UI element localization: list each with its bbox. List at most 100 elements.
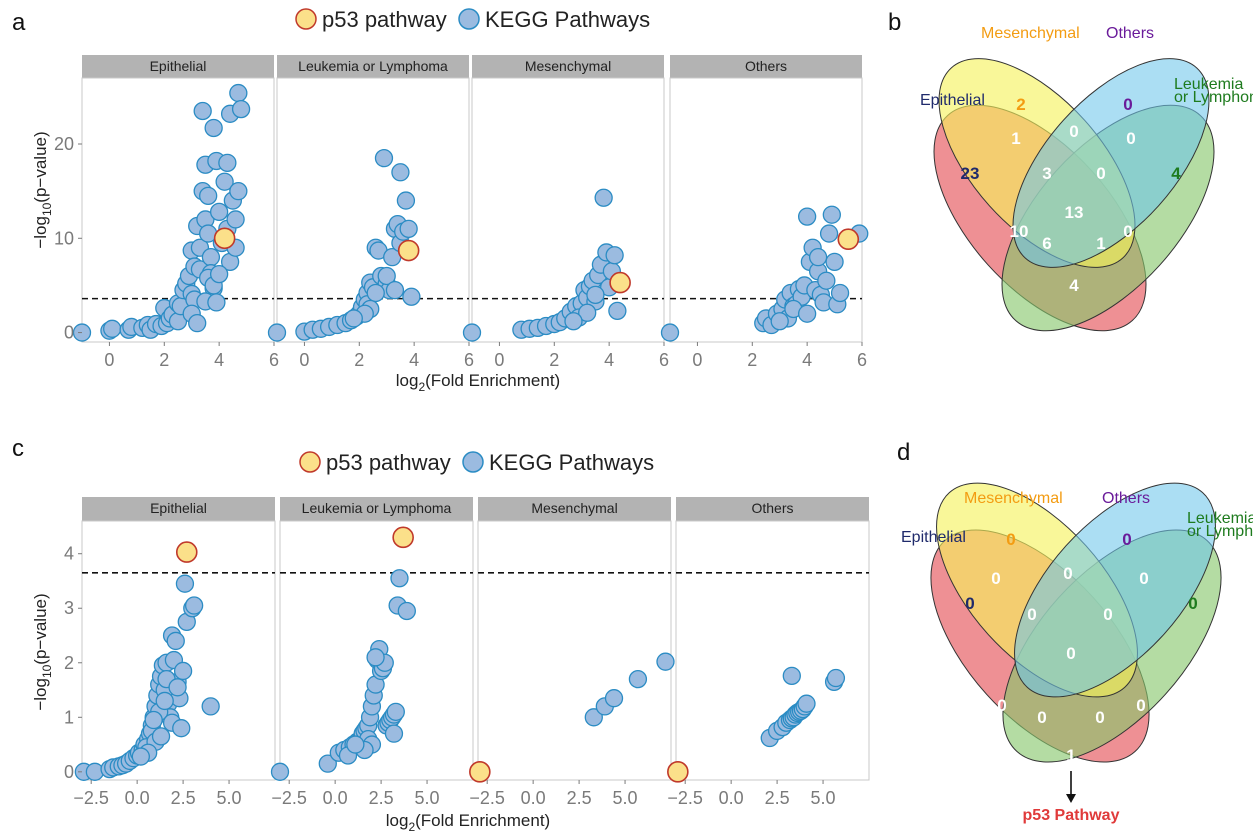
venn-label-leukemia-line2: or Lymphoma <box>1174 89 1253 106</box>
x-tick-label: 0.0 <box>719 788 744 808</box>
kegg-pathway-point <box>201 697 220 716</box>
facet-strip-label-epithelial: Epithelial <box>150 500 207 516</box>
y-tick-label: 10 <box>54 228 74 248</box>
legend-highlight-marker <box>299 451 321 473</box>
x-tick-label: 5.0 <box>217 788 242 808</box>
legend-series-marker <box>458 8 480 30</box>
x-tick-label: 0.0 <box>125 788 150 808</box>
p53-pathway-point <box>175 541 198 563</box>
legend-series-marker <box>462 451 484 473</box>
kegg-pathway-point <box>172 719 191 738</box>
venn-count-mesenchymal-leukemia: 0 <box>1136 696 1145 715</box>
kegg-pathway-point <box>144 710 163 730</box>
kegg-pathway-point <box>168 678 187 697</box>
facet-strip-label-mesenchymal: Mesenchymal <box>525 58 611 74</box>
panel-letter-a: a <box>12 9 26 36</box>
x-tick-label: 0 <box>692 350 702 370</box>
kegg-pathway-point <box>209 202 229 222</box>
kegg-pathway-point <box>201 247 221 267</box>
kegg-pathway-point <box>218 153 237 173</box>
y-tick-label: 2 <box>64 653 74 673</box>
legend-highlight-label: p53 pathway <box>326 450 451 475</box>
kegg-pathway-point <box>564 312 583 331</box>
venn-label-epithelial: Epithelial <box>920 92 985 109</box>
x-tick-label: 4 <box>409 350 419 370</box>
kegg-pathway-point <box>199 186 218 206</box>
x-tick-label: 4 <box>604 350 614 370</box>
kegg-pathway-point <box>166 631 185 651</box>
venn-count-all: 0 <box>1066 644 1075 663</box>
p53-pathway-point <box>213 227 236 250</box>
facet-strip-label-epithelial: Epithelial <box>150 58 207 74</box>
kegg-pathway-point <box>797 207 817 226</box>
kegg-pathway-point <box>396 191 416 210</box>
kegg-pathway-point <box>578 303 597 322</box>
venn-diagram-d: Epithelial Mesenchymal Others Leukemia o… <box>901 482 1253 824</box>
venn-label-epithelial: Epithelial <box>901 529 966 546</box>
kegg-pathway-point <box>188 313 207 333</box>
kegg-pathway-point <box>826 668 846 688</box>
venn-count-leukemia-only: 0 <box>1188 594 1197 613</box>
venn-count-epithelial-mesenchymal: 0 <box>991 569 1000 588</box>
x-tick-label: 0.0 <box>323 788 348 808</box>
kegg-pathway-point <box>608 301 627 321</box>
facet-strip-label-leukemia-or-lymphoma: Leukemia or Lymphoma <box>298 58 448 74</box>
y-tick-label: 3 <box>64 598 74 618</box>
kegg-pathway-point <box>822 205 841 224</box>
kegg-pathway-point <box>825 252 844 272</box>
kegg-pathway-point <box>270 762 290 781</box>
venn-label-leukemia-line1: Leukemia <box>1174 76 1243 93</box>
kegg-pathway-point <box>397 601 416 621</box>
y-tick-label: 0 <box>64 762 74 782</box>
kegg-pathway-point <box>797 694 816 713</box>
venn-count-epithelial-others: 4 <box>1069 276 1079 295</box>
p53-pathway-point <box>609 271 631 294</box>
venn-count-epithelial-leukemia: 0 <box>1037 708 1046 727</box>
kegg-pathway-point <box>226 210 245 229</box>
venn-count-epithelial-only: 23 <box>961 164 980 183</box>
x-tick-label: 2.5 <box>765 788 790 808</box>
venn-count-all: 13 <box>1065 203 1084 222</box>
venn-count-epithelial-others-leukemia: 1 <box>1096 234 1105 253</box>
legend-highlight-label: p53 pathway <box>322 7 447 32</box>
venn-set-others <box>1012 58 1210 268</box>
venn-diagram-b: Epithelial Mesenchymal Others Leukemia o… <box>920 25 1253 332</box>
panel-letter-c: c <box>12 435 24 462</box>
kegg-pathway-point <box>402 287 421 306</box>
venn-label-mesenchymal: Mesenchymal <box>964 490 1063 507</box>
venn-count-epithelial-mesenchymal-others: 3 <box>1042 164 1051 183</box>
p53-pathway-annotation: p53 Pathway <box>1023 807 1120 824</box>
x-tick-label: 6 <box>269 350 279 370</box>
facet-strip-leukemia-or-lymphoma <box>277 55 469 78</box>
x-tick-label: 2 <box>159 350 169 370</box>
legend-series-label: KEGG Pathways <box>489 450 654 475</box>
kegg-pathway-point <box>175 574 195 593</box>
panel-letter-d: d <box>897 439 910 466</box>
venn-count-mesenchymal-only: 2 <box>1016 95 1025 114</box>
x-axis-title-c: log2(Fold Enrichment) <box>386 811 550 832</box>
x-tick-label: −2.5 <box>667 788 703 808</box>
kegg-pathway-point <box>384 724 404 743</box>
facet-strip-leukemia-or-lymphoma <box>280 497 473 521</box>
x-tick-label: 2.5 <box>369 788 394 808</box>
venn-count-mesenchymal-others-leukemia: 0 <box>1103 605 1112 624</box>
x-tick-label: 5.0 <box>811 788 836 808</box>
kegg-pathway-point <box>594 188 613 207</box>
kegg-pathway-point <box>797 304 817 323</box>
x-tick-label: 4 <box>802 350 812 370</box>
facet-strip-mesenchymal <box>478 497 671 521</box>
venn-count-epithelial-others-leukemia: 0 <box>1095 708 1104 727</box>
p53-pathway-point <box>392 526 414 549</box>
y-tick-label: 20 <box>54 134 74 154</box>
kegg-pathway-point <box>267 323 287 342</box>
kegg-pathway-point <box>155 691 174 711</box>
kegg-pathway-point <box>366 648 385 667</box>
kegg-pathway-point <box>605 246 624 265</box>
p53-pathway-point <box>469 761 491 783</box>
venn-count-epithelial-others: 1 <box>1066 746 1075 765</box>
x-tick-label: 0 <box>299 350 309 370</box>
annotation-arrow-head <box>1066 794 1076 803</box>
kegg-pathway-point <box>399 219 418 239</box>
kegg-pathway-point <box>660 323 680 342</box>
kegg-pathway-point <box>103 319 122 338</box>
